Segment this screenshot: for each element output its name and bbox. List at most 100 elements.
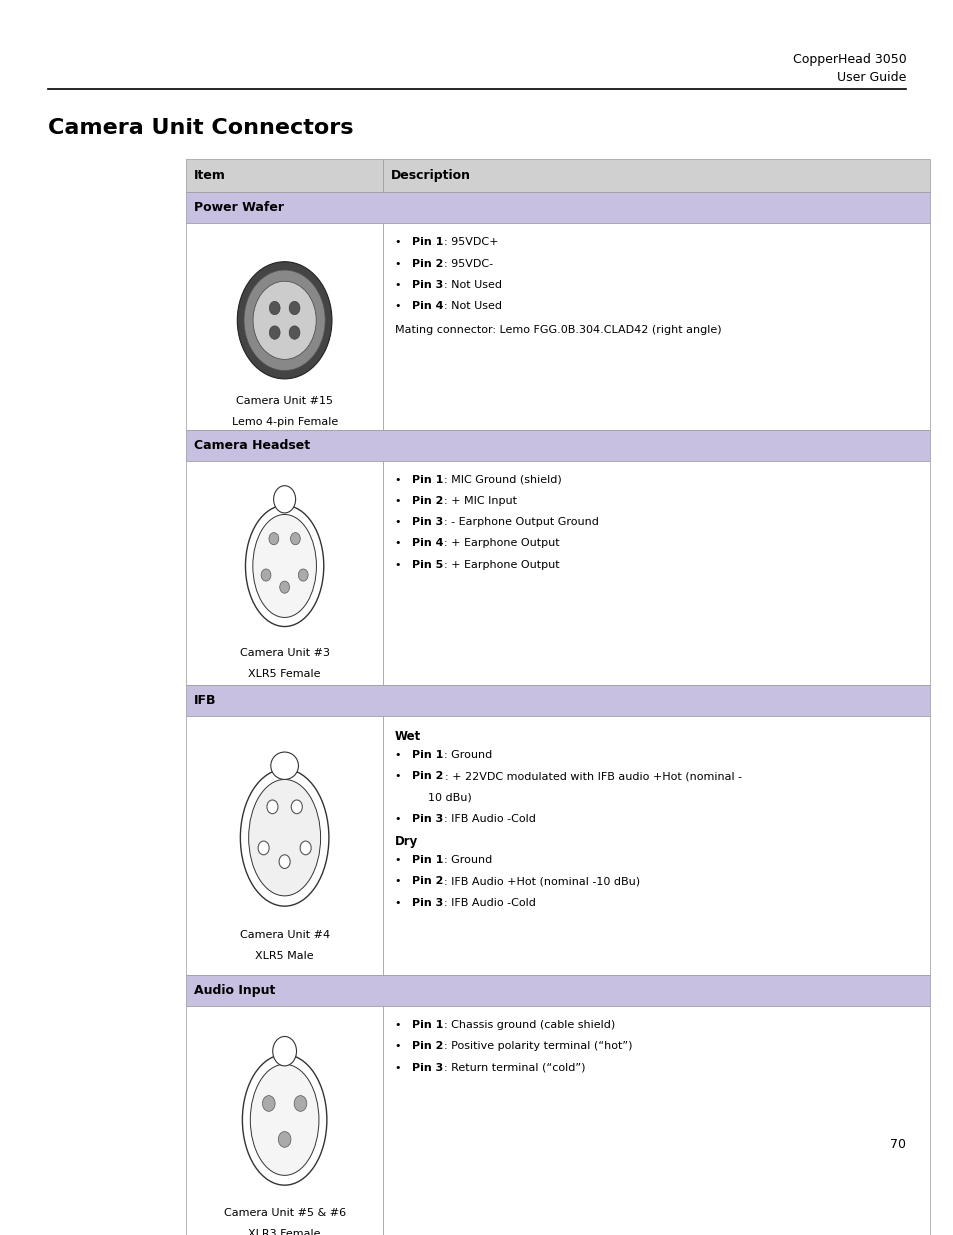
Text: : IFB Audio -Cold: : IFB Audio -Cold	[444, 898, 536, 908]
Text: •: •	[395, 280, 404, 290]
Circle shape	[300, 841, 311, 855]
FancyBboxPatch shape	[186, 685, 929, 715]
FancyBboxPatch shape	[383, 461, 929, 685]
Text: Audio Input: Audio Input	[193, 984, 274, 997]
FancyBboxPatch shape	[186, 1007, 383, 1235]
Text: XLR3 Female: XLR3 Female	[248, 1229, 320, 1235]
Text: •: •	[395, 814, 404, 824]
Text: •: •	[395, 1041, 404, 1051]
Text: •: •	[395, 1062, 404, 1073]
Text: Pin 4: Pin 4	[412, 301, 443, 311]
FancyBboxPatch shape	[383, 715, 929, 976]
Text: Pin 3: Pin 3	[412, 814, 442, 824]
Text: Pin 3: Pin 3	[412, 280, 442, 290]
Circle shape	[267, 800, 277, 814]
Text: : Positive polarity terminal (“hot”): : Positive polarity terminal (“hot”)	[444, 1041, 632, 1051]
Text: : + Earphone Output: : + Earphone Output	[444, 538, 559, 548]
Text: User Guide: User Guide	[836, 70, 905, 84]
Text: •: •	[395, 559, 404, 569]
Circle shape	[237, 262, 332, 379]
Text: Pin 2: Pin 2	[412, 258, 443, 268]
Text: : Ground: : Ground	[444, 750, 492, 760]
Ellipse shape	[250, 1065, 318, 1176]
Text: •: •	[395, 538, 404, 548]
Text: Pin 1: Pin 1	[412, 855, 443, 866]
Circle shape	[244, 270, 325, 370]
Text: Dry: Dry	[395, 835, 417, 848]
Circle shape	[269, 326, 280, 340]
Text: : Chassis ground (cable shield): : Chassis ground (cable shield)	[444, 1020, 615, 1030]
Circle shape	[258, 841, 269, 855]
Ellipse shape	[274, 485, 295, 513]
Text: : - Earphone Output Ground: : - Earphone Output Ground	[444, 517, 598, 527]
Text: 70: 70	[889, 1139, 905, 1151]
FancyBboxPatch shape	[186, 159, 383, 193]
Text: Item: Item	[193, 169, 225, 183]
Text: •: •	[395, 1020, 404, 1030]
Ellipse shape	[273, 1036, 296, 1066]
Text: Description: Description	[391, 169, 471, 183]
Text: : IFB Audio -Cold: : IFB Audio -Cold	[444, 814, 536, 824]
Text: Camera Unit Connectors: Camera Unit Connectors	[48, 119, 353, 138]
Circle shape	[291, 800, 302, 814]
Ellipse shape	[242, 1055, 327, 1186]
Circle shape	[289, 326, 299, 340]
Ellipse shape	[271, 752, 298, 779]
Text: •: •	[395, 496, 404, 506]
Text: Pin 1: Pin 1	[412, 750, 443, 760]
Text: : Ground: : Ground	[444, 855, 492, 866]
FancyBboxPatch shape	[383, 1007, 929, 1235]
Text: Pin 1: Pin 1	[412, 474, 443, 484]
Text: Camera Unit #4: Camera Unit #4	[239, 930, 330, 940]
Text: •: •	[395, 258, 404, 268]
Text: IFB: IFB	[193, 694, 216, 706]
Text: Pin 3: Pin 3	[412, 1062, 442, 1073]
FancyBboxPatch shape	[186, 430, 929, 461]
Circle shape	[269, 532, 278, 545]
Text: : Not Used: : Not Used	[444, 280, 501, 290]
Text: 10 dBu): 10 dBu)	[428, 793, 472, 803]
Circle shape	[278, 1131, 291, 1147]
Text: : IFB Audio +Hot (nominal -10 dBu): : IFB Audio +Hot (nominal -10 dBu)	[444, 877, 639, 887]
Text: CopperHead 3050: CopperHead 3050	[792, 53, 905, 67]
Circle shape	[262, 1095, 274, 1112]
FancyBboxPatch shape	[383, 159, 929, 193]
Text: Pin 2: Pin 2	[412, 496, 443, 506]
Circle shape	[261, 569, 271, 582]
Text: •: •	[395, 750, 404, 760]
Text: : Return terminal (“cold”): : Return terminal (“cold”)	[444, 1062, 585, 1073]
Text: : + 22VDC modulated with IFB audio +Hot (nominal -: : + 22VDC modulated with IFB audio +Hot …	[445, 771, 741, 782]
Text: Pin 1: Pin 1	[412, 1020, 443, 1030]
Text: XLR5 Female: XLR5 Female	[248, 669, 320, 679]
FancyBboxPatch shape	[186, 715, 383, 976]
Circle shape	[294, 1095, 307, 1112]
Text: Camera Unit #5 & #6: Camera Unit #5 & #6	[223, 1208, 345, 1218]
Ellipse shape	[249, 779, 320, 895]
Text: Pin 3: Pin 3	[412, 898, 442, 908]
Text: : MIC Ground (shield): : MIC Ground (shield)	[444, 474, 561, 484]
FancyBboxPatch shape	[383, 224, 929, 430]
Text: Pin 3: Pin 3	[412, 517, 442, 527]
Ellipse shape	[240, 769, 329, 906]
Text: Wet: Wet	[395, 730, 420, 742]
Circle shape	[279, 582, 289, 593]
Text: : 95VDC+: : 95VDC+	[444, 237, 498, 247]
Text: Lemo 4-pin Female: Lemo 4-pin Female	[232, 417, 337, 427]
Text: •: •	[395, 898, 404, 908]
Text: Pin 2: Pin 2	[412, 771, 443, 782]
Text: Mating connector: Lemo FGG.0B.304.CLAD42 (right angle): Mating connector: Lemo FGG.0B.304.CLAD42…	[395, 325, 720, 335]
FancyBboxPatch shape	[186, 193, 929, 224]
Circle shape	[298, 569, 308, 582]
Ellipse shape	[245, 505, 323, 626]
Text: : 95VDC-: : 95VDC-	[444, 258, 493, 268]
Text: Camera Unit #15: Camera Unit #15	[236, 395, 333, 405]
Circle shape	[269, 301, 280, 315]
FancyBboxPatch shape	[186, 224, 383, 430]
Text: •: •	[395, 237, 404, 247]
Text: Camera Unit #3: Camera Unit #3	[239, 647, 330, 658]
Text: Pin 4: Pin 4	[412, 538, 443, 548]
Text: Pin 1: Pin 1	[412, 237, 443, 247]
FancyBboxPatch shape	[186, 976, 929, 1007]
Text: •: •	[395, 855, 404, 866]
Text: •: •	[395, 877, 404, 887]
